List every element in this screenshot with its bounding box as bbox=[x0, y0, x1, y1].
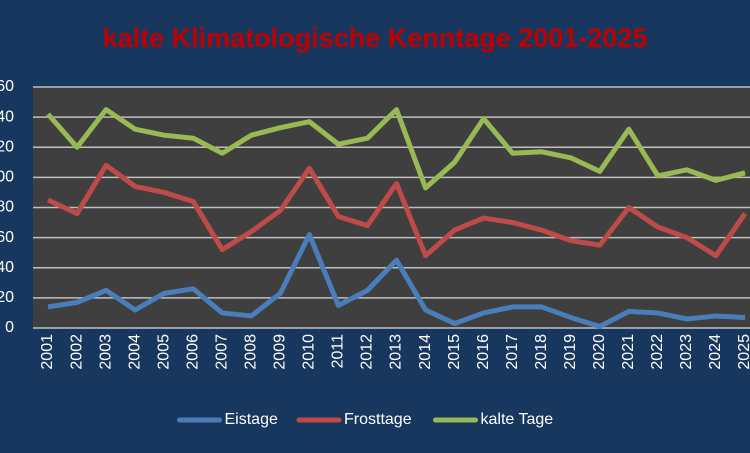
y-tick-label: 100 bbox=[0, 169, 14, 186]
x-tick-label: 2024 bbox=[707, 334, 724, 370]
x-tick-label: 2002 bbox=[68, 334, 85, 370]
x-tick-label: 2011 bbox=[330, 334, 347, 369]
x-tick-label: 2014 bbox=[417, 334, 434, 370]
x-tick-label: 2012 bbox=[359, 334, 376, 370]
x-tick-label: 2019 bbox=[562, 334, 579, 370]
series-line bbox=[46, 107, 746, 191]
y-tick-label: 0 bbox=[5, 319, 14, 336]
x-tick-label: 2016 bbox=[475, 334, 492, 370]
y-tick-label: 40 bbox=[0, 259, 14, 276]
x-tick-label: 2006 bbox=[184, 334, 201, 370]
x-tick-label: 2013 bbox=[388, 334, 405, 370]
x-tick-label: 2010 bbox=[301, 334, 318, 370]
y-tick-label: 60 bbox=[0, 229, 14, 246]
x-tick-label: 2020 bbox=[591, 334, 608, 370]
x-tick-label: 2004 bbox=[126, 334, 143, 370]
series-line bbox=[47, 232, 746, 329]
x-tick-label: 2022 bbox=[649, 334, 666, 370]
x-tick-label: 2003 bbox=[97, 334, 114, 370]
x-tick-label: 2018 bbox=[533, 334, 550, 370]
legend-label: Frosttage bbox=[344, 411, 412, 428]
x-tick-label: 2025 bbox=[736, 334, 750, 370]
x-tick-label: 2009 bbox=[272, 334, 289, 370]
x-tick-label: 2023 bbox=[678, 334, 695, 370]
y-tick-label: 20 bbox=[0, 289, 14, 306]
legend-label: kalte Tage bbox=[481, 411, 554, 428]
chart-title: kalte Klimatologische Kenntage 2001-2025 bbox=[103, 23, 648, 53]
y-tick-label: 140 bbox=[0, 108, 14, 125]
x-tick-label: 2021 bbox=[620, 334, 637, 370]
x-tick-label: 2008 bbox=[243, 334, 260, 370]
y-tick-label: 160 bbox=[0, 78, 14, 95]
series-line bbox=[46, 162, 748, 259]
y-tick-label: 120 bbox=[0, 138, 14, 155]
x-tick-label: 2015 bbox=[446, 334, 463, 370]
x-tick-label: 2007 bbox=[213, 334, 230, 370]
x-tick-label: 2005 bbox=[155, 334, 172, 370]
legend-label: Eistage bbox=[225, 411, 278, 428]
y-tick-label: 80 bbox=[0, 199, 14, 216]
x-tick-label: 2001 bbox=[39, 334, 56, 370]
x-tick-label: 2017 bbox=[504, 334, 521, 370]
